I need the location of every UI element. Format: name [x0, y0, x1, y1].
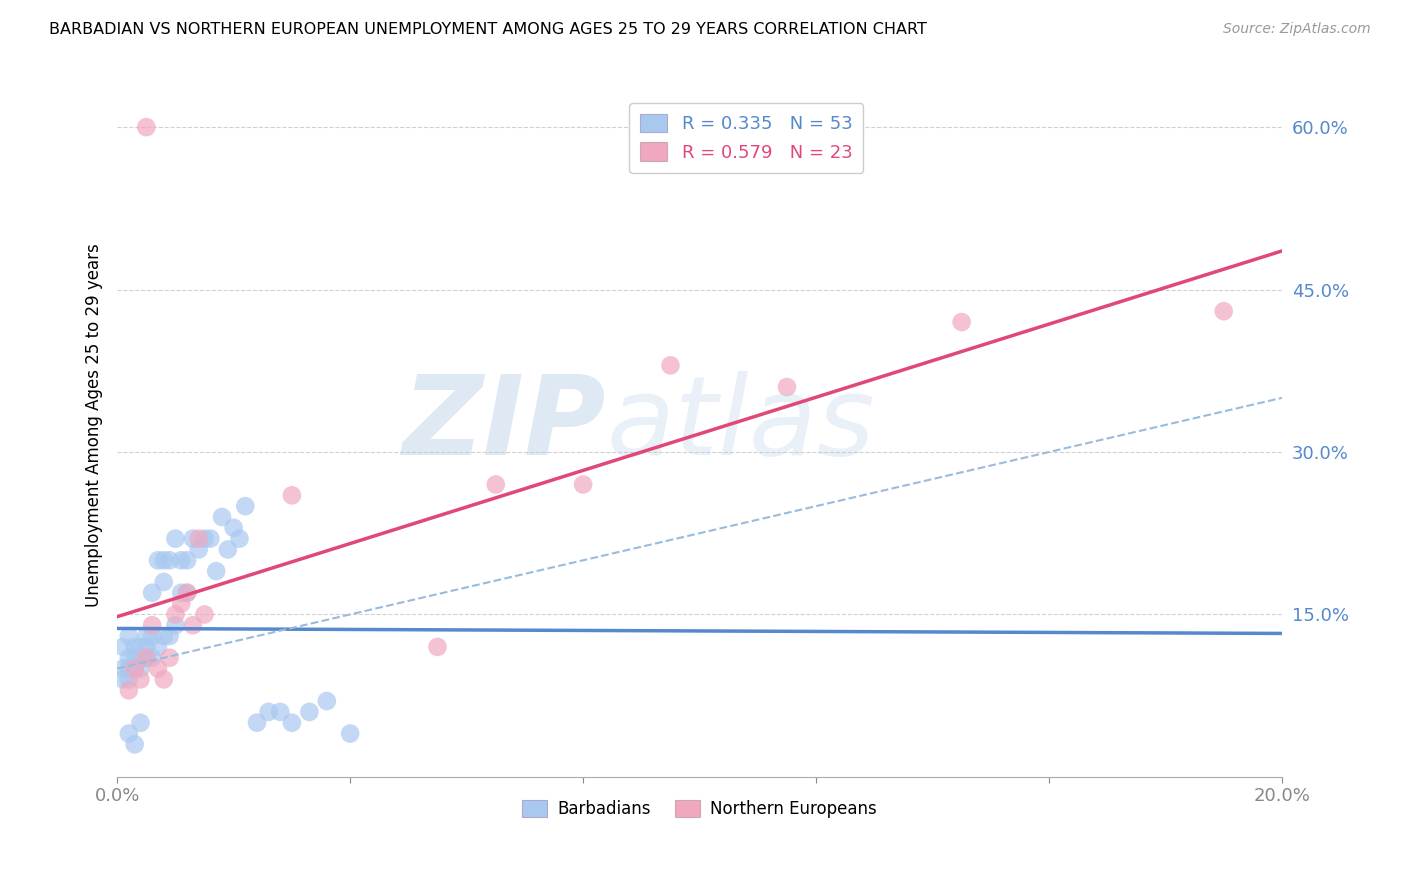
Point: [124, 662, 146, 676]
Point: [281, 488, 304, 502]
Point: [205, 564, 228, 578]
Point: [659, 359, 682, 373]
Point: [165, 532, 187, 546]
Point: [135, 629, 157, 643]
Point: [118, 683, 141, 698]
Point: [118, 673, 141, 687]
Text: BARBADIAN VS NORTHERN EUROPEAN UNEMPLOYMENT AMONG AGES 25 TO 29 YEARS CORRELATIO: BARBADIAN VS NORTHERN EUROPEAN UNEMPLOYM…: [49, 22, 927, 37]
Point: [111, 662, 134, 676]
Point: [129, 673, 152, 687]
Point: [950, 315, 973, 329]
Point: [170, 553, 193, 567]
Point: [129, 640, 152, 654]
Point: [187, 542, 209, 557]
Point: [257, 705, 280, 719]
Point: [135, 640, 157, 654]
Point: [135, 650, 157, 665]
Point: [146, 640, 169, 654]
Point: [152, 553, 174, 567]
Point: [170, 597, 193, 611]
Point: [124, 662, 146, 676]
Point: [269, 705, 291, 719]
Point: [228, 532, 250, 546]
Point: [193, 532, 215, 546]
Point: [281, 715, 304, 730]
Point: [339, 726, 361, 740]
Point: [200, 532, 222, 546]
Point: [246, 715, 269, 730]
Point: [146, 662, 169, 676]
Point: [129, 650, 152, 665]
Point: [124, 738, 146, 752]
Point: [776, 380, 799, 394]
Point: [111, 673, 134, 687]
Point: [124, 650, 146, 665]
Point: [118, 629, 141, 643]
Point: [124, 640, 146, 654]
Point: [426, 640, 449, 654]
Legend: Barbadians, Northern Europeans: Barbadians, Northern Europeans: [515, 793, 884, 825]
Point: [298, 705, 321, 719]
Point: [118, 726, 141, 740]
Point: [315, 694, 337, 708]
Point: [485, 477, 508, 491]
Point: [111, 640, 134, 654]
Point: [135, 650, 157, 665]
Point: [193, 607, 215, 622]
Point: [211, 510, 233, 524]
Point: [170, 586, 193, 600]
Point: [141, 618, 163, 632]
Point: [187, 532, 209, 546]
Text: atlas: atlas: [606, 371, 875, 478]
Point: [176, 586, 198, 600]
Point: [217, 542, 239, 557]
Point: [159, 553, 181, 567]
Point: [165, 607, 187, 622]
Point: [1212, 304, 1234, 318]
Text: ZIP: ZIP: [404, 371, 606, 478]
Point: [152, 574, 174, 589]
Point: [141, 650, 163, 665]
Point: [176, 586, 198, 600]
Point: [176, 553, 198, 567]
Point: [135, 120, 157, 135]
Point: [129, 662, 152, 676]
Point: [146, 553, 169, 567]
Point: [129, 715, 152, 730]
Point: [118, 662, 141, 676]
Point: [181, 618, 204, 632]
Point: [141, 586, 163, 600]
Text: Source: ZipAtlas.com: Source: ZipAtlas.com: [1223, 22, 1371, 37]
Point: [118, 650, 141, 665]
Point: [124, 662, 146, 676]
Point: [141, 629, 163, 643]
Point: [159, 629, 181, 643]
Point: [233, 499, 256, 513]
Point: [222, 521, 245, 535]
Point: [152, 673, 174, 687]
Point: [152, 629, 174, 643]
Point: [572, 477, 595, 491]
Point: [181, 532, 204, 546]
Y-axis label: Unemployment Among Ages 25 to 29 years: Unemployment Among Ages 25 to 29 years: [86, 243, 103, 607]
Point: [159, 650, 181, 665]
Point: [165, 618, 187, 632]
